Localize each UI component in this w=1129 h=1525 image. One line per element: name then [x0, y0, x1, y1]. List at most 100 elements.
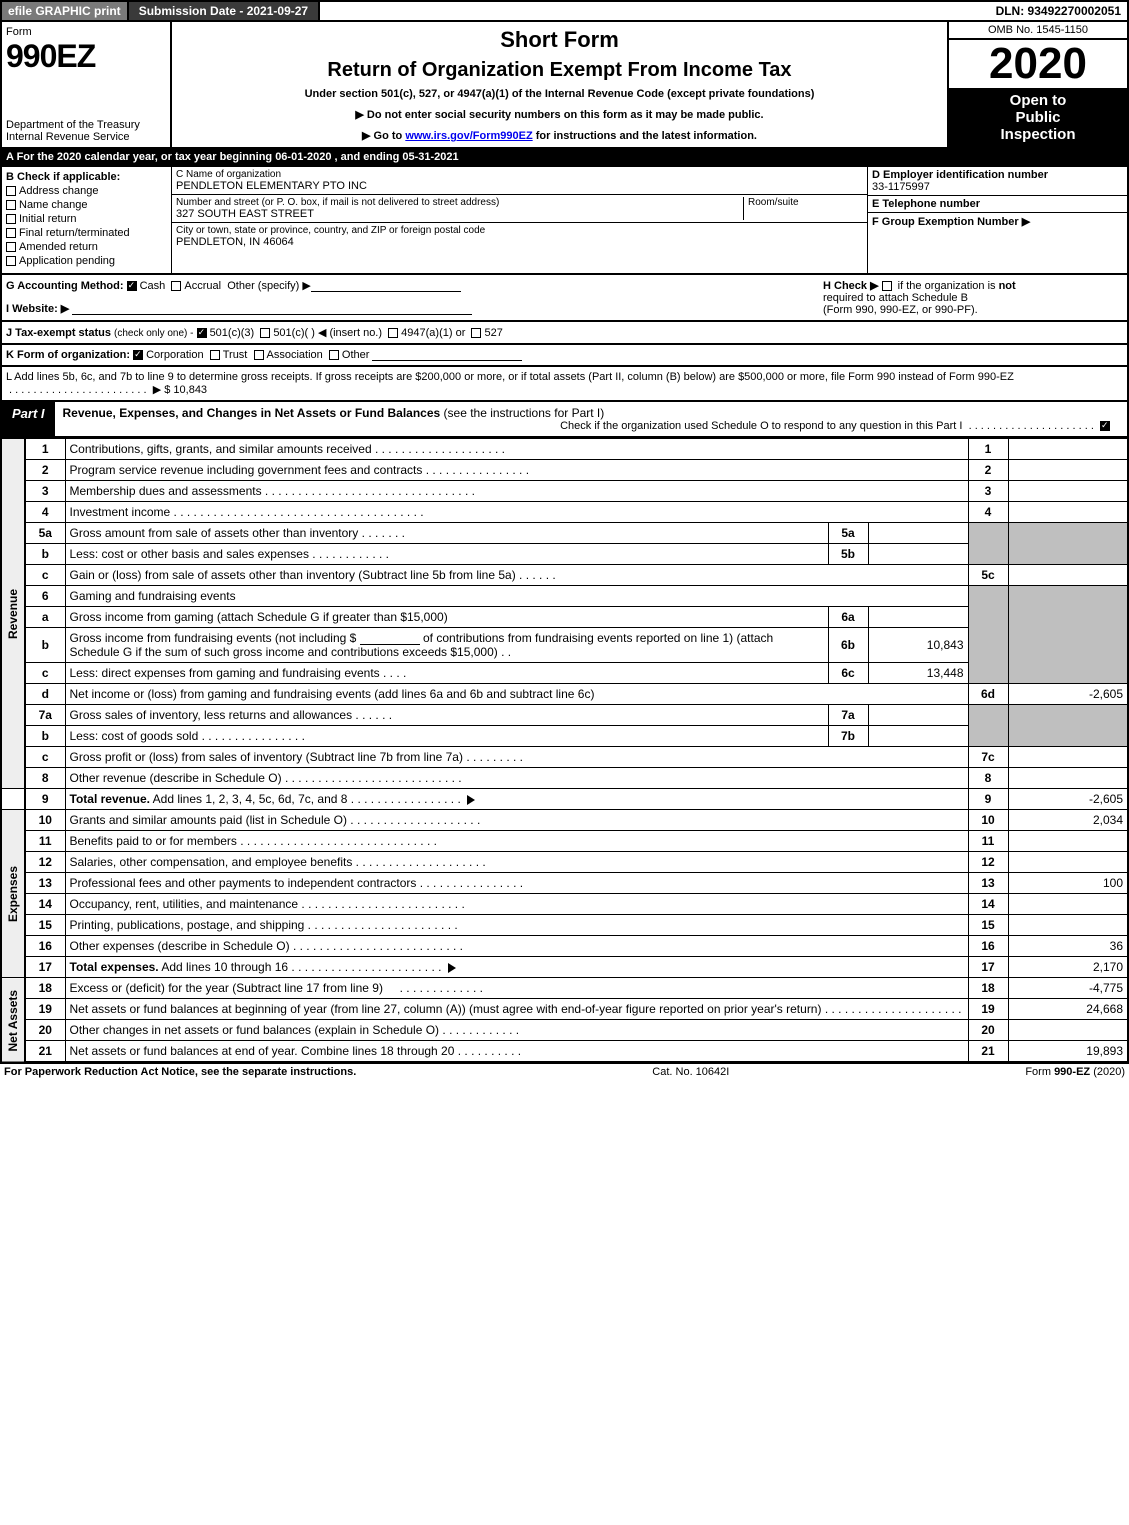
l10-desc: Grants and similar amounts paid (list in… — [70, 813, 347, 827]
h-label: H Check ▶ — [823, 280, 879, 292]
l18-desc: Excess or (deficit) for the year (Subtra… — [70, 981, 383, 995]
l6b-blank[interactable] — [360, 633, 420, 645]
chk-association[interactable] — [254, 350, 264, 360]
j-label: J Tax-exempt status — [6, 327, 111, 339]
g-other-field[interactable] — [311, 280, 461, 292]
chk-other-org[interactable] — [329, 350, 339, 360]
l13-desc: Professional fees and other payments to … — [70, 876, 417, 890]
l4-desc: Investment income — [70, 505, 171, 519]
j-501c: 501(c)( ) — [273, 327, 315, 339]
chk-initial-return[interactable]: Initial return — [6, 213, 167, 225]
row-14: 14 Occupancy, rent, utilities, and maint… — [1, 894, 1128, 915]
chk-527[interactable] — [471, 328, 481, 338]
v18: -4,775 — [1008, 978, 1128, 999]
chk-corporation[interactable] — [133, 350, 143, 360]
k-other-field[interactable] — [372, 349, 522, 361]
v21: 19,893 — [1008, 1041, 1128, 1063]
l5a-desc: Gross amount from sale of assets other t… — [70, 526, 359, 540]
v12 — [1008, 852, 1128, 873]
row-8: 8 Other revenue (describe in Schedule O)… — [1, 768, 1128, 789]
row-k: K Form of organization: Corporation Trus… — [0, 345, 1129, 367]
chk-accrual[interactable] — [171, 281, 181, 291]
k-label: K Form of organization: — [6, 349, 130, 361]
row-7a: 7a Gross sales of inventory, less return… — [1, 705, 1128, 726]
short-form-title: Short Form — [178, 27, 941, 53]
row-i: I Website: ▶ — [6, 302, 823, 315]
l12-desc: Salaries, other compensation, and employ… — [70, 855, 353, 869]
chk-final-return[interactable]: Final return/terminated — [6, 227, 167, 239]
l2-desc: Program service revenue including govern… — [70, 463, 423, 477]
goto-pre: ▶ Go to — [362, 130, 405, 142]
j-4947: 4947(a)(1) or — [401, 327, 465, 339]
l21-desc: Net assets or fund balances at end of ye… — [70, 1044, 455, 1058]
part-1-tab: Part I — [2, 402, 55, 436]
efile-print-button[interactable]: efile GRAPHIC print — [2, 2, 129, 20]
irs-link[interactable]: www.irs.gov/Form990EZ — [405, 130, 532, 142]
v13: 100 — [1008, 873, 1128, 894]
chk-amended-return-label: Amended return — [19, 241, 98, 253]
col-d-ein: D Employer identification number 33-1175… — [867, 167, 1127, 273]
chk-h[interactable] — [882, 281, 892, 291]
row-6: 6 Gaming and fundraising events — [1, 586, 1128, 607]
return-title: Return of Organization Exempt From Incom… — [178, 59, 941, 82]
v5a — [868, 523, 968, 544]
h-text1: if the organization is — [898, 280, 996, 292]
h-not: not — [999, 280, 1016, 292]
row-18: Net Assets 18 Excess or (deficit) for th… — [1, 978, 1128, 999]
chk-schedule-o[interactable] — [1100, 421, 1110, 431]
row-19: 19 Net assets or fund balances at beginn… — [1, 999, 1128, 1020]
chk-application-pending[interactable]: Application pending — [6, 255, 167, 267]
l9-pre: Total revenue. — [70, 792, 150, 806]
chk-address-change[interactable]: Address change — [6, 185, 167, 197]
part-1-check-o: Check if the organization used Schedule … — [63, 420, 1119, 432]
chk-initial-return-label: Initial return — [19, 213, 76, 225]
chk-final-return-label: Final return/terminated — [19, 227, 130, 239]
row-4: 4 Investment income . . . . . . . . . . … — [1, 502, 1128, 523]
l17-post: Add lines 10 through 16 — [159, 960, 288, 974]
header-left: Form 990EZ Department of the Treasury In… — [2, 22, 172, 147]
l14-desc: Occupancy, rent, utilities, and maintena… — [70, 897, 299, 911]
chk-name-change-label: Name change — [19, 199, 88, 211]
part-1-table: Revenue 1 Contributions, gifts, grants, … — [0, 438, 1129, 1063]
footer-center: Cat. No. 10642I — [652, 1066, 729, 1078]
row-12: 12 Salaries, other compensation, and emp… — [1, 852, 1128, 873]
open3: Inspection — [1000, 126, 1075, 143]
row-6c: c Less: direct expenses from gaming and … — [1, 663, 1128, 684]
section-ghi: G Accounting Method: Cash Accrual Other … — [0, 275, 1129, 322]
website-field[interactable] — [72, 303, 472, 315]
j-insert: ◀ (insert no.) — [318, 327, 382, 339]
group-exemption-label: F Group Exemption Number ▶ — [872, 215, 1123, 228]
row-9: 9 Total revenue. Add lines 1, 2, 3, 4, 5… — [1, 789, 1128, 810]
chk-501c[interactable] — [260, 328, 270, 338]
open-to-public: Open to Public Inspection — [949, 88, 1127, 147]
row-16: 16 Other expenses (describe in Schedule … — [1, 936, 1128, 957]
dln-label: DLN: 93492270002051 — [990, 2, 1127, 20]
i-label: I Website: ▶ — [6, 303, 69, 315]
row-7b: b Less: cost of goods sold . . . . . . .… — [1, 726, 1128, 747]
h-text3: (Form 990, 990-EZ, or 990-PF). — [823, 304, 978, 316]
org-addr-label: Number and street (or P. O. box, if mail… — [176, 197, 743, 208]
under-section-text: Under section 501(c), 527, or 4947(a)(1)… — [178, 88, 941, 100]
v17: 2,170 — [1008, 957, 1128, 978]
org-addr-block: Number and street (or P. O. box, if mail… — [176, 197, 743, 220]
chk-501c3[interactable] — [197, 328, 207, 338]
footer-right: Form 990-EZ (2020) — [1025, 1066, 1125, 1078]
chk-amended-return[interactable]: Amended return — [6, 241, 167, 253]
chk-trust[interactable] — [210, 350, 220, 360]
row-6b: b Gross income from fundraising events (… — [1, 628, 1128, 663]
chk-4947[interactable] — [388, 328, 398, 338]
chk-cash[interactable] — [127, 281, 137, 291]
open1: Open to — [1010, 92, 1067, 109]
ein-value: 33-1175997 — [872, 181, 1123, 193]
chk-name-change[interactable]: Name change — [6, 199, 167, 211]
side-netassets: Net Assets — [1, 978, 25, 1063]
org-city-label: City or town, state or province, country… — [176, 225, 863, 236]
row-13: 13 Professional fees and other payments … — [1, 873, 1128, 894]
l-arrow: ▶ $ — [153, 384, 171, 396]
goto-line: ▶ Go to www.irs.gov/Form990EZ for instru… — [178, 129, 941, 142]
l3-desc: Membership dues and assessments — [70, 484, 262, 498]
v3 — [1008, 481, 1128, 502]
org-city: PENDLETON, IN 46064 — [176, 236, 863, 248]
g-cash: Cash — [140, 280, 166, 292]
check-o-text: Check if the organization used Schedule … — [560, 420, 962, 432]
